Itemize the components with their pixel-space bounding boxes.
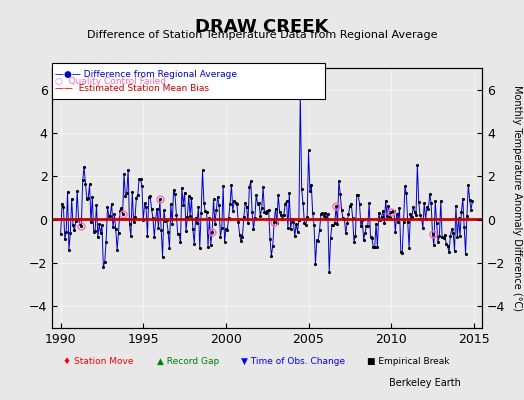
Text: ■ Empirical Break: ■ Empirical Break [367, 358, 449, 366]
Text: Berkeley Earth: Berkeley Earth [389, 378, 461, 388]
Text: Difference of Station Temperature Data from Regional Average: Difference of Station Temperature Data f… [87, 30, 437, 40]
Text: ——  Estimated Station Mean Bias: —— Estimated Station Mean Bias [55, 84, 209, 93]
Text: ▼ Time of Obs. Change: ▼ Time of Obs. Change [241, 358, 345, 366]
Text: DRAW CREEK: DRAW CREEK [195, 18, 329, 36]
Text: ♦ Station Move: ♦ Station Move [63, 358, 134, 366]
Y-axis label: Monthly Temperature Anomaly Difference (°C): Monthly Temperature Anomaly Difference (… [512, 85, 522, 311]
Text: ▲ Record Gap: ▲ Record Gap [157, 358, 220, 366]
Text: —●— Difference from Regional Average: —●— Difference from Regional Average [55, 70, 237, 78]
Text: ○  Quality Control Failed: ○ Quality Control Failed [55, 77, 166, 86]
